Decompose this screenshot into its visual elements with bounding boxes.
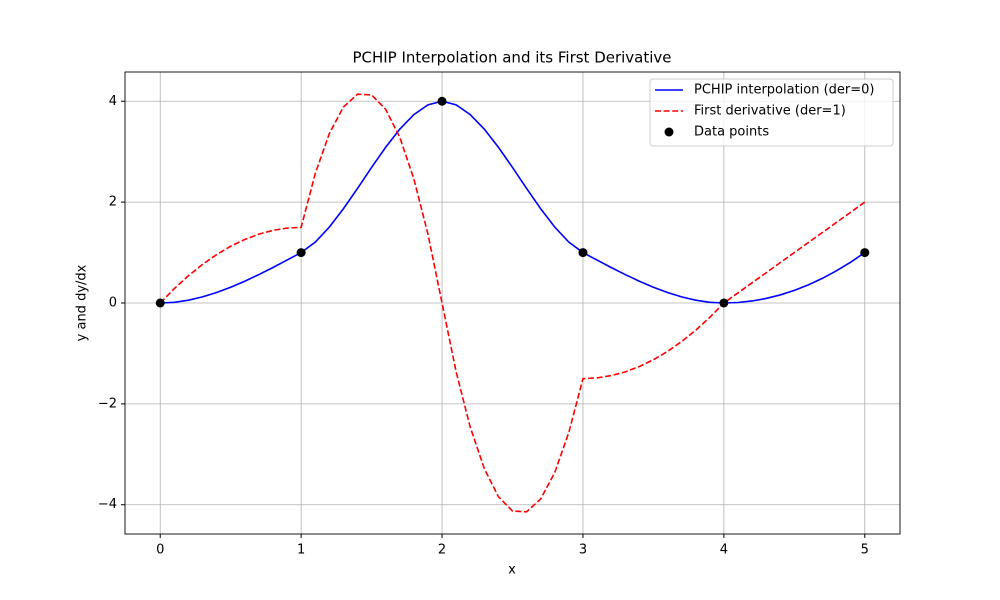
y-tick-label: −4 bbox=[98, 497, 117, 512]
y-tick-label: 4 bbox=[109, 94, 117, 109]
chart-title: PCHIP Interpolation and its First Deriva… bbox=[352, 49, 671, 67]
x-tick-label: 4 bbox=[720, 543, 728, 558]
legend-label: Data points bbox=[694, 125, 769, 140]
y-tick-label: −2 bbox=[98, 396, 117, 411]
data-point bbox=[860, 248, 870, 258]
x-axis-label: x bbox=[508, 563, 516, 578]
y-axis-label: y and dy/dx bbox=[75, 264, 90, 341]
data-line bbox=[159, 93, 866, 513]
legend-label: First derivative (der=1) bbox=[694, 104, 846, 119]
y-tick-label: 2 bbox=[109, 195, 117, 210]
legend-marker bbox=[664, 127, 674, 137]
y-tick-label: 0 bbox=[109, 296, 117, 311]
data-point bbox=[578, 248, 588, 258]
data-point bbox=[719, 298, 729, 308]
x-tick-label: 3 bbox=[579, 543, 587, 558]
plot-frame bbox=[124, 71, 901, 535]
data-point bbox=[296, 248, 306, 258]
data-point bbox=[155, 298, 165, 308]
data-line bbox=[160, 100, 866, 304]
x-tick-label: 2 bbox=[438, 543, 446, 558]
legend-label: PCHIP interpolation (der=0) bbox=[694, 83, 875, 98]
x-tick-label: 0 bbox=[156, 543, 164, 558]
data-point bbox=[437, 96, 447, 106]
x-tick-label: 5 bbox=[861, 543, 869, 558]
legend-box bbox=[649, 78, 894, 147]
x-tick-label: 1 bbox=[297, 543, 305, 558]
